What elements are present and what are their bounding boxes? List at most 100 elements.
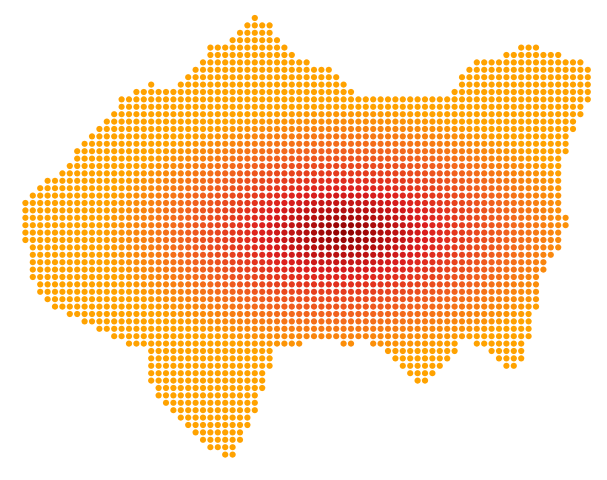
- map-dot: [185, 155, 192, 162]
- map-dot: [185, 133, 192, 140]
- map-dot: [140, 288, 147, 295]
- map-dot: [525, 74, 532, 81]
- map-dot: [259, 384, 266, 392]
- map-dot: [22, 236, 29, 244]
- map-dot: [377, 125, 384, 133]
- map-dot: [199, 421, 207, 429]
- map-dot: [259, 266, 266, 273]
- map-dot: [458, 266, 466, 273]
- map-dot: [325, 222, 332, 229]
- map-dot: [74, 296, 81, 303]
- map-dot: [74, 273, 81, 281]
- map-dot: [532, 103, 540, 110]
- map-dot: [547, 125, 554, 133]
- map-dot: [177, 103, 184, 110]
- map-dot: [281, 66, 288, 73]
- map-dot: [111, 266, 118, 273]
- map-dot: [74, 162, 81, 170]
- map-dot: [162, 281, 170, 288]
- map-dot: [288, 333, 295, 340]
- map-dot: [229, 318, 236, 325]
- map-dot: [96, 207, 103, 214]
- map-dot: [207, 96, 214, 103]
- map-dot: [96, 273, 103, 281]
- map-dot: [495, 133, 503, 140]
- map-dot: [125, 118, 133, 125]
- map-dot: [44, 214, 51, 221]
- map-dot: [177, 377, 184, 384]
- map-dot: [288, 140, 295, 147]
- map-dot: [185, 333, 192, 340]
- map-dot: [518, 333, 525, 340]
- map-dot: [155, 296, 162, 303]
- map-dot: [481, 266, 488, 273]
- map-dot: [170, 199, 177, 207]
- map-dot: [96, 288, 103, 295]
- map-dot: [185, 421, 192, 429]
- map-dot: [333, 296, 340, 303]
- map-dot: [392, 199, 399, 207]
- map-dot: [222, 347, 229, 355]
- map-dot: [384, 111, 392, 118]
- map-dot: [370, 96, 377, 103]
- map-dot: [251, 74, 258, 81]
- map-dot: [162, 133, 170, 140]
- map-dot: [540, 66, 547, 73]
- map-dot: [429, 273, 436, 281]
- map-dot: [103, 155, 110, 162]
- map-dot: [51, 244, 59, 251]
- map-dot: [251, 273, 258, 281]
- map-dot: [37, 214, 44, 221]
- map-dot: [407, 140, 414, 147]
- map-dot: [444, 251, 451, 258]
- map-dot: [325, 199, 332, 207]
- map-dot: [444, 310, 451, 318]
- map-dot: [229, 421, 236, 429]
- map-dot: [133, 318, 140, 325]
- map-dot: [340, 303, 347, 310]
- map-dot: [259, 59, 266, 66]
- map-dot: [347, 325, 355, 332]
- map-dot: [407, 303, 414, 310]
- map-dot: [310, 199, 318, 207]
- map-dot: [503, 251, 510, 258]
- map-dot: [288, 162, 295, 170]
- map-dot: [207, 162, 214, 170]
- map-dot: [303, 207, 310, 214]
- map-dot: [318, 88, 325, 96]
- map-dot: [244, 96, 251, 103]
- map-dot: [392, 259, 399, 266]
- map-dot: [133, 266, 140, 273]
- map-dot: [532, 229, 540, 236]
- map-dot: [288, 81, 295, 88]
- map-dot: [414, 170, 421, 177]
- map-dot: [318, 318, 325, 325]
- map-dot: [481, 66, 488, 73]
- map-dot: [436, 340, 443, 347]
- map-dot: [303, 199, 310, 207]
- map-dot: [340, 296, 347, 303]
- map-dot: [392, 214, 399, 221]
- map-dot: [458, 111, 466, 118]
- map-dot: [362, 118, 369, 125]
- map-dot: [214, 436, 221, 443]
- map-dot: [162, 303, 170, 310]
- map-dot: [325, 74, 332, 81]
- map-dot: [377, 281, 384, 288]
- map-dot: [244, 177, 251, 184]
- map-dot: [525, 296, 532, 303]
- map-dot: [103, 133, 110, 140]
- map-dot: [384, 155, 392, 162]
- map-dot: [96, 236, 103, 244]
- map-dot: [266, 66, 273, 73]
- map-dot: [214, 347, 221, 355]
- map-dot: [547, 111, 554, 118]
- map-dot: [340, 111, 347, 118]
- map-dot: [503, 303, 510, 310]
- map-dot: [429, 103, 436, 110]
- map-dot: [214, 148, 221, 155]
- map-dot: [495, 103, 503, 110]
- map-dot: [192, 296, 199, 303]
- map-dot: [384, 140, 392, 147]
- map-dot: [244, 325, 251, 332]
